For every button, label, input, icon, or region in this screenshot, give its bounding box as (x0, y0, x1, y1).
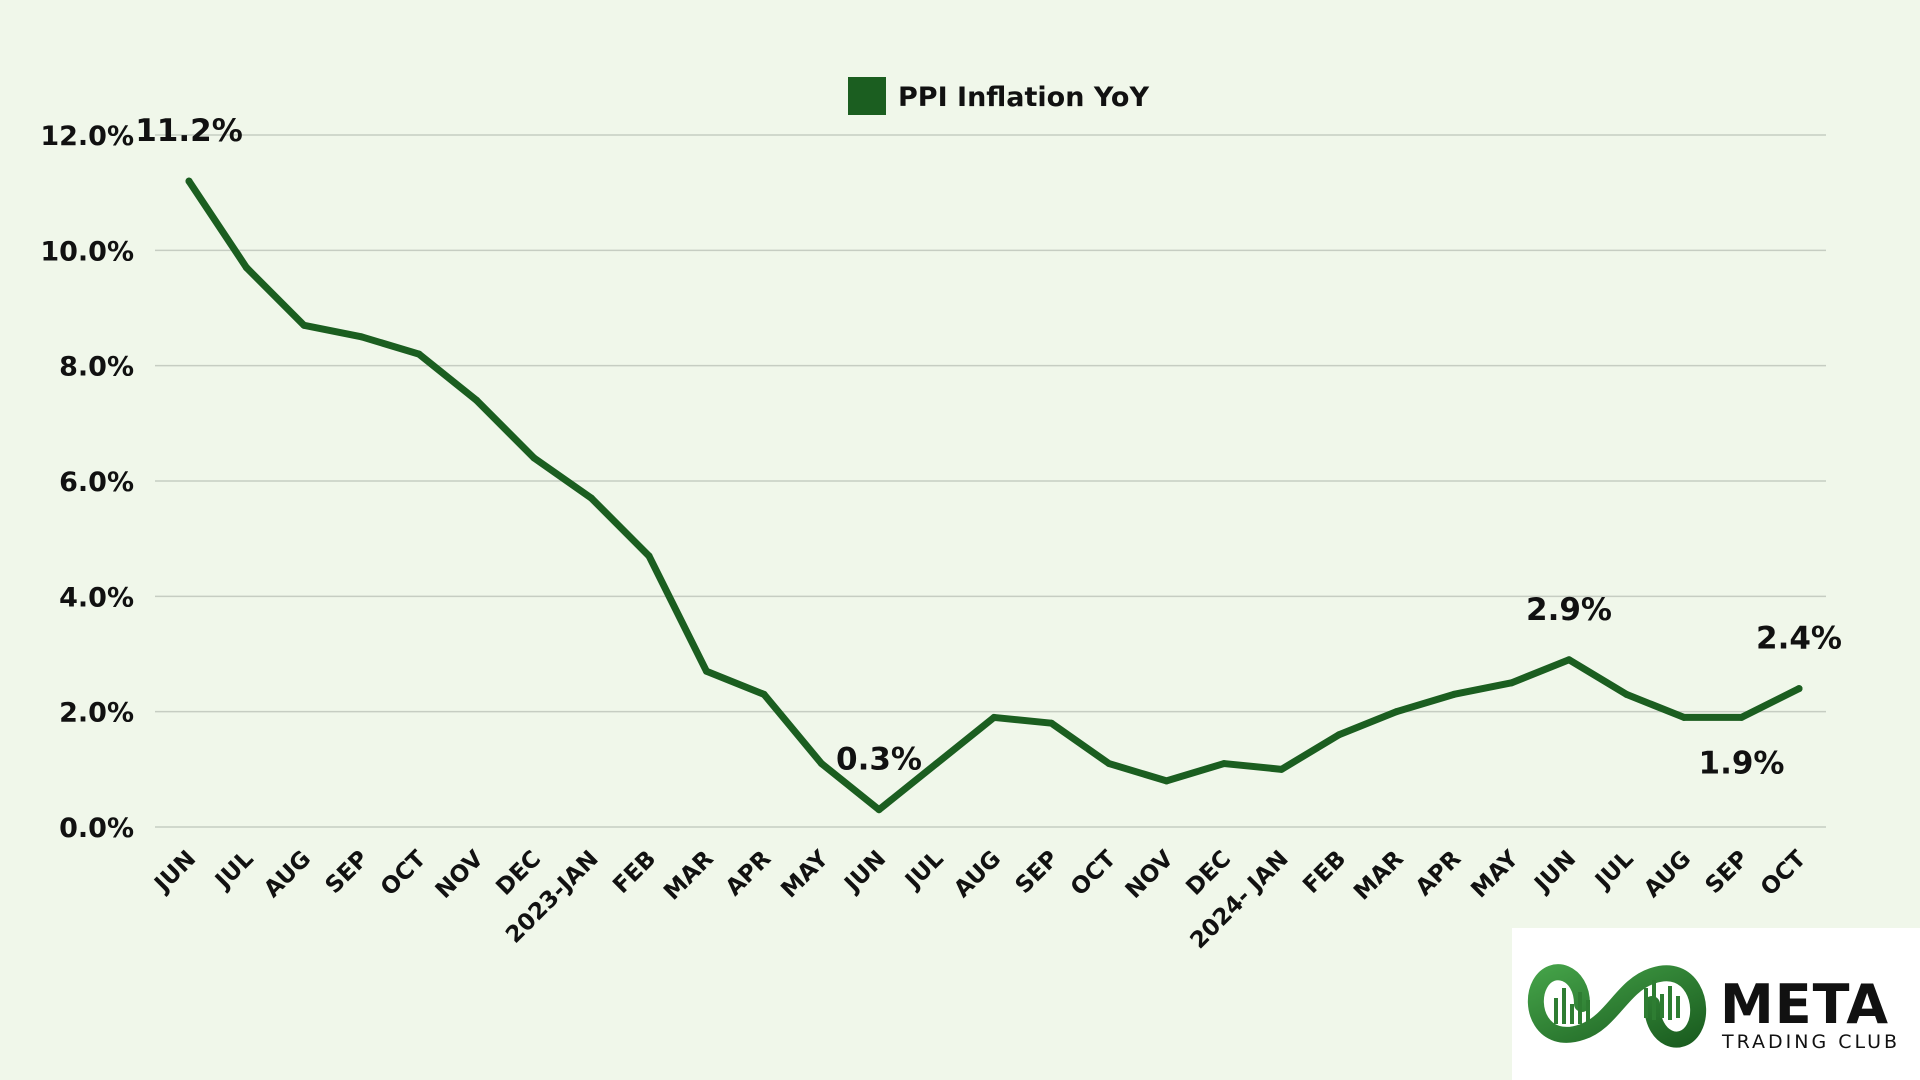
data-point (1623, 690, 1630, 698)
data-point (990, 713, 998, 721)
x-tick-label: MAR (1349, 846, 1409, 906)
data-point (1680, 713, 1688, 721)
legend-label: PPI Inflation YoY (898, 82, 1149, 113)
data-point (1105, 760, 1113, 768)
x-tick-label: APR (1411, 846, 1467, 902)
x-tick-label: SEP (1011, 846, 1064, 899)
data-label: 11.2% (135, 113, 243, 149)
x-tick-label: NOV (431, 846, 489, 904)
x-tick-label: SEP (1701, 846, 1754, 899)
x-tick-label: MAR (659, 846, 719, 906)
y-tick-label: 12.0% (40, 121, 134, 152)
data-point (1048, 719, 1055, 727)
logo-wordmark: META (1720, 973, 1890, 1036)
x-tick-label: OCT (376, 846, 431, 901)
y-tick-label: 10.0% (40, 236, 134, 267)
data-label: 1.9% (1699, 745, 1785, 781)
data-point (300, 321, 308, 329)
series-layer (185, 177, 1803, 814)
infinity-chart-icon (1527, 964, 1707, 1048)
data-point (1795, 685, 1803, 693)
data-point (818, 760, 825, 768)
data-point (243, 264, 250, 272)
data-point (1220, 760, 1228, 768)
x-tick-label: JUL (899, 846, 949, 896)
y-axis-ticks: 0.0% 2.0% 4.0% 6.0% 8.0% 10.0% 12.0% (40, 121, 134, 844)
data-point (1738, 713, 1745, 721)
x-tick-label: JUN (149, 846, 202, 899)
data-point (415, 350, 423, 358)
legend-swatch (848, 77, 886, 115)
data-point (703, 667, 710, 675)
data-label: 0.3% (836, 742, 922, 778)
x-tick-label: JUN (839, 846, 892, 899)
x-tick-label: JUN (1529, 846, 1582, 899)
y-tick-label: 6.0% (59, 467, 134, 498)
meta-trading-club-logo: META TRADING CLUB (1512, 928, 1920, 1080)
y-tick-label: 0.0% (59, 813, 134, 844)
x-tick-label: JUL (1589, 846, 1639, 896)
x-tick-label: SEP (321, 846, 374, 899)
data-labels: 11.2% 0.3% 2.9% 1.9% 2.4% (135, 113, 1842, 781)
data-point (1163, 777, 1170, 785)
y-tick-label: 2.0% (59, 698, 134, 729)
data-point (760, 690, 768, 698)
data-point (1450, 690, 1458, 698)
data-point (185, 177, 193, 185)
x-tick-label: MAY (776, 846, 834, 904)
data-label: 2.4% (1756, 621, 1842, 657)
x-tick-label: OCT (1066, 846, 1121, 901)
data-point (1565, 656, 1573, 664)
y-tick-label: 4.0% (59, 582, 134, 613)
logo-subtitle: TRADING CLUB (1722, 1031, 1901, 1053)
x-tick-label: APR (721, 846, 777, 902)
x-tick-label: AUG (1639, 846, 1696, 903)
data-point (588, 494, 595, 502)
x-tick-label: AUG (259, 846, 316, 903)
data-point (933, 760, 940, 768)
x-tick-label: NOV (1121, 846, 1179, 904)
data-point (358, 333, 365, 341)
data-point (1278, 765, 1285, 773)
data-point (1335, 731, 1343, 739)
data-point (1393, 708, 1400, 716)
data-point (645, 552, 653, 560)
x-tick-label: FEB (1298, 846, 1351, 899)
x-tick-label: FEB (608, 846, 661, 899)
y-tick-label: 8.0% (59, 352, 134, 383)
x-tick-label: JUL (209, 846, 259, 896)
x-tick-label: MAY (1466, 846, 1524, 904)
x-tick-label: AUG (949, 846, 1006, 903)
data-point (1508, 679, 1515, 687)
data-point (473, 396, 480, 404)
data-label: 2.9% (1526, 592, 1612, 628)
data-point (875, 806, 883, 814)
legend: PPI Inflation YoY (848, 77, 1149, 115)
x-tick-label: OCT (1756, 846, 1811, 901)
data-point (530, 454, 538, 462)
